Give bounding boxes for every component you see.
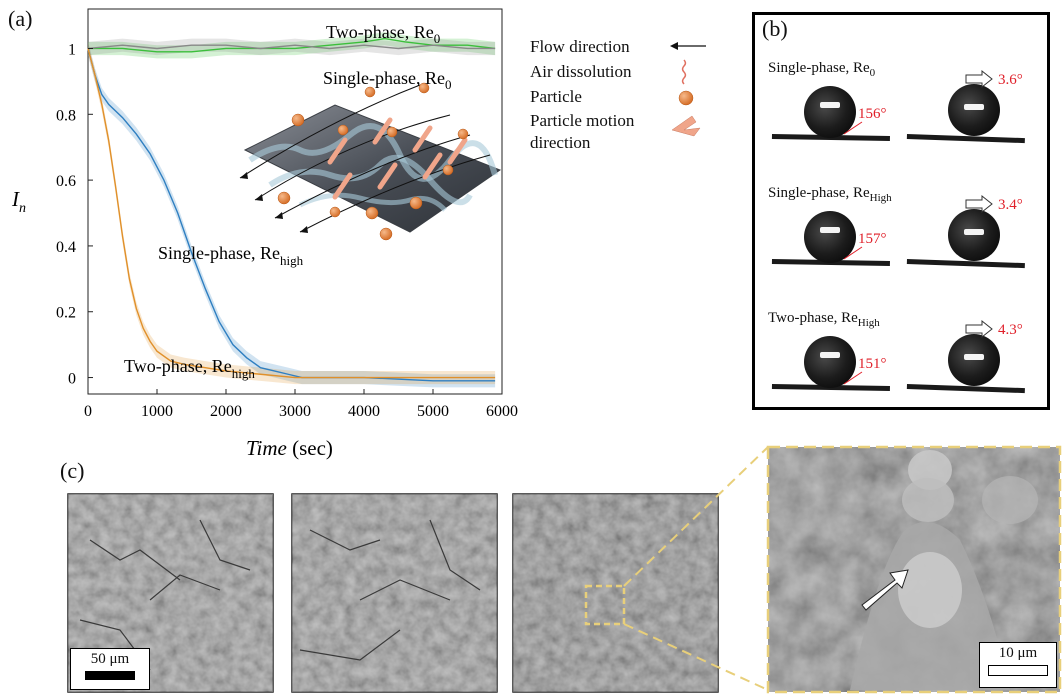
y-axis-label: In bbox=[11, 187, 26, 216]
label-single-phase-high: Single-phase, Rehigh bbox=[158, 243, 304, 268]
contact-angle-value: 157° bbox=[858, 231, 887, 247]
feature-arrow-icon bbox=[861, 569, 909, 611]
x-tick-label: 0 bbox=[84, 403, 92, 420]
tilt-arrow-icon bbox=[965, 69, 993, 89]
droplet-contact bbox=[804, 336, 856, 388]
legend-particle-motion-direction: direction bbox=[530, 133, 591, 152]
x-tick-label: 4000 bbox=[348, 403, 380, 420]
droplet-contact bbox=[804, 211, 856, 263]
panel-b-row-label: Single-phase, ReHigh bbox=[768, 185, 892, 204]
scale-bar-50um: 50 μm bbox=[70, 648, 150, 690]
panel-b-droplets: 156° 3.6° 157° 3.4° 151° 4.3° bbox=[771, 69, 1025, 394]
label-two-phase-high: Two-phase, Rehigh bbox=[124, 356, 255, 381]
sliding-angle-value: 3.6° bbox=[998, 72, 1023, 88]
droplet-contact bbox=[804, 86, 856, 138]
y-tick-label: 0.6 bbox=[56, 173, 76, 190]
panel-label-c: (c) bbox=[60, 458, 85, 483]
sem-image-2 bbox=[291, 493, 498, 693]
air-dissolution-icon bbox=[681, 59, 687, 85]
contact-angle-value: 151° bbox=[858, 356, 887, 372]
label-two-phase-re0: Two-phase, Re0 bbox=[326, 22, 440, 46]
panel-b-row-label: Single-phase, Re0 bbox=[768, 60, 876, 79]
panel-label-a: (a) bbox=[8, 6, 33, 31]
scale-bar-50um-line bbox=[85, 671, 135, 680]
x-tick-label: 3000 bbox=[279, 403, 311, 420]
series-line-two-phase-rehigh bbox=[87, 48, 496, 379]
x-tick-label: 2000 bbox=[210, 403, 242, 420]
legend-particle: Particle bbox=[530, 87, 582, 106]
y-tick-label: 0 bbox=[68, 371, 76, 388]
flow-direction-arrowhead-icon bbox=[670, 42, 678, 50]
x-axis-label: Time (sec) bbox=[246, 436, 333, 460]
band-single-phase-re0 bbox=[88, 38, 496, 56]
legend-flow-direction: Flow direction bbox=[530, 37, 630, 56]
series-line-single-phase-re0 bbox=[87, 44, 496, 50]
scale-bar-10um-label: 10 μm bbox=[998, 645, 1038, 661]
sliding-angle-value: 3.4° bbox=[998, 197, 1023, 213]
y-tick-label: 0.4 bbox=[56, 239, 76, 256]
panel-b-row-label: Two-phase, ReHigh bbox=[768, 310, 880, 329]
panel-label-b: (b) bbox=[762, 16, 788, 41]
tilt-arrow-icon bbox=[965, 194, 993, 214]
legend-air-dissolution: Air dissolution bbox=[530, 62, 632, 81]
legend-particle-motion: Particle motion bbox=[530, 111, 635, 130]
y-tick-label: 0.2 bbox=[56, 305, 76, 322]
scale-bar-10um: 10 μm bbox=[979, 642, 1057, 688]
y-tick-label: 0.8 bbox=[56, 107, 76, 124]
scale-bar-50um-label: 50 μm bbox=[90, 651, 130, 667]
scale-bar-10um-line bbox=[988, 665, 1048, 676]
label-single-phase-re0: Single-phase, Re0 bbox=[323, 68, 451, 92]
tilt-arrow-icon bbox=[965, 319, 993, 339]
x-tick-label: 5000 bbox=[417, 403, 449, 420]
sliding-angle-value: 4.3° bbox=[998, 322, 1023, 338]
particle-icon bbox=[678, 90, 694, 106]
inset-schematic bbox=[239, 82, 502, 241]
zoom-line-top bbox=[623, 446, 769, 587]
zoom-region-box bbox=[584, 584, 626, 626]
y-tick-label: 1 bbox=[68, 41, 76, 58]
x-tick-label: 1000 bbox=[141, 403, 173, 420]
panel-b-frame bbox=[752, 12, 1050, 410]
line-chart: 0 1000 2000 3000 4000 5000 6000 0 0.2 0.4 0.6 0.8 1 bbox=[11, 8, 706, 460]
x-tick-label: 6000 bbox=[486, 403, 518, 420]
zoom-line-bottom bbox=[623, 623, 769, 691]
contact-angle-value: 156° bbox=[858, 106, 887, 122]
particle-motion-icon bbox=[671, 115, 701, 137]
